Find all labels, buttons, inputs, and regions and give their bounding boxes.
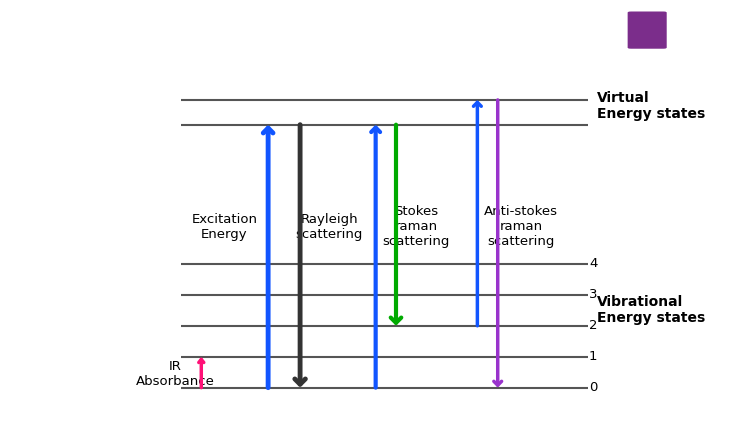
Text: 0: 0 [589,381,597,394]
Text: IR
Absorbance: IR Absorbance [136,360,214,388]
Text: 1: 1 [589,350,598,363]
Text: The Learning App: The Learning App [694,39,746,44]
Text: 2: 2 [589,319,598,332]
Text: Rayleigh
scattering: Rayleigh scattering [296,213,363,241]
Text: Excitation
Energy: Excitation Energy [191,213,257,241]
FancyBboxPatch shape [626,10,668,50]
Text: BYJU'S: BYJU'S [694,16,731,26]
Text: Anti-stokes
raman
scattering: Anti-stokes raman scattering [484,205,558,248]
Text: 3: 3 [589,289,598,301]
Text: Virtual
Energy states: Virtual Energy states [596,91,705,121]
Text: Vibrational
Energy states: Vibrational Energy states [596,295,705,326]
Text: Stokes
raman
scattering: Stokes raman scattering [382,205,450,248]
Text: 4: 4 [589,257,597,270]
